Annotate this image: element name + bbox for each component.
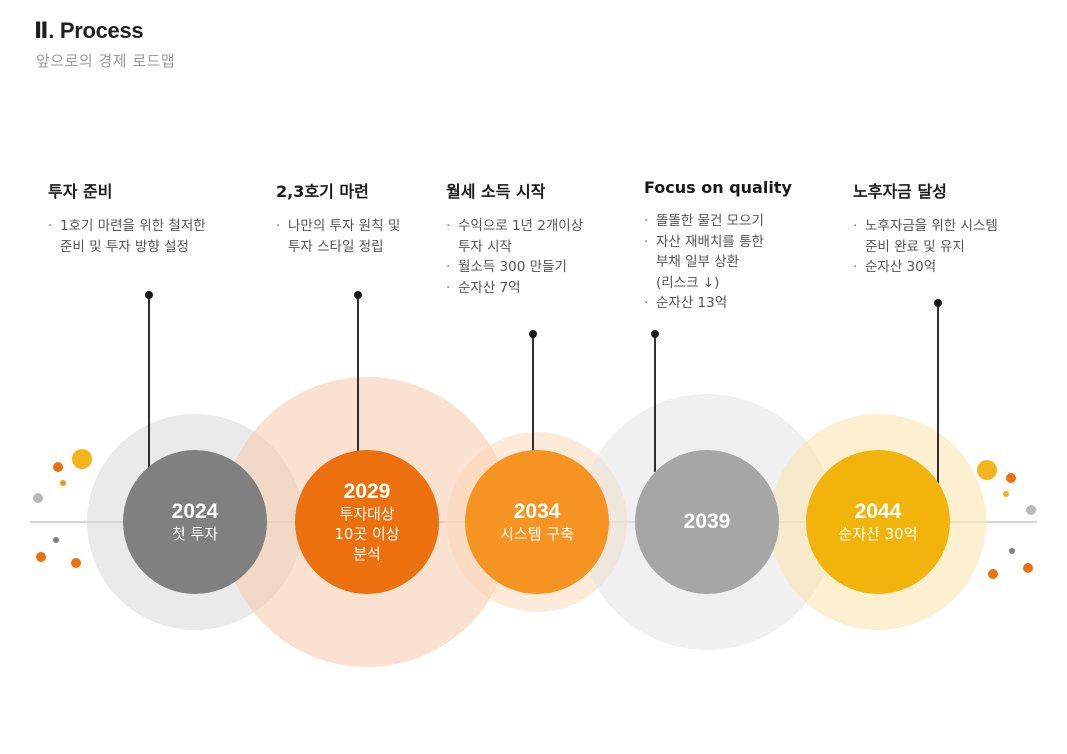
connector-dot-2039 (651, 330, 659, 338)
bullet-item: 투자 시작 (458, 238, 512, 255)
connector-dot-2024 (145, 291, 153, 299)
milestone-circle-2044 (806, 450, 950, 594)
decor-dot (1026, 505, 1036, 515)
stage-block-2044: 노후자금 달성 노후자금을 위한 시스템 준비 완료 및 유지 순자산 30억 (853, 178, 1063, 278)
stage-block-2024: 투자 준비 1호기 마련을 위한 철저한 준비 및 투자 방향 설정 (48, 178, 258, 257)
stage-bullets: 나만의 투자 원칙 및 투자 스타일 정립 (276, 216, 486, 257)
bullet-item: 준비 및 투자 방향 설정 (60, 238, 189, 255)
bullet-item: 투자 스타일 정립 (288, 238, 384, 255)
stage-title: Focus on quality (644, 178, 792, 197)
decor-dot (53, 462, 63, 472)
decor-dot (71, 558, 81, 568)
connector-dot-2044 (934, 299, 942, 307)
milestone-desc: 순자산 30억 (838, 525, 918, 543)
bullet-item: 똘똘한 물건 모으기 (644, 211, 854, 232)
decor-dot (1006, 473, 1016, 483)
milestone-label-2039: 2039 (635, 450, 779, 594)
milestone-desc: 시스템 구축 (500, 525, 574, 543)
bullet-item: 1호기 마련을 위한 철저한 (48, 216, 258, 237)
bullet-item: 나만의 투자 원칙 및 (276, 216, 486, 237)
decor-dot (988, 569, 998, 579)
stage-title: 월세 소득 시작 (446, 182, 546, 201)
milestone-year: 2034 (513, 500, 561, 523)
milestone-label-2029: 2029 투자대상 10곳 이상 분석 (295, 450, 439, 594)
page-title: Ⅱ. Process (34, 18, 144, 43)
decor-dot (36, 552, 46, 562)
milestone-year: 2029 (343, 480, 391, 503)
stage-block-2039: Focus on quality 똘똘한 물건 모으기 자산 재배치를 통한 부… (644, 178, 854, 314)
milestone-desc: 투자대상 (339, 505, 395, 523)
connector-dot-2029 (354, 291, 362, 299)
milestone-circle-2029 (295, 450, 439, 594)
milestone-year: 2024 (171, 500, 219, 523)
bullet-item: 자산 재배치를 통한 (644, 232, 854, 253)
decor-dot (33, 493, 43, 503)
milestone-year: 2039 (683, 510, 731, 533)
bullet-item: 노후자금을 위한 시스템 (853, 216, 1063, 237)
decor-dot (72, 449, 92, 469)
milestone-desc: 첫 투자 (171, 525, 219, 543)
page-subtitle: 앞으로의 경제 로드맵 (36, 52, 176, 70)
stage-bullets: 노후자금을 위한 시스템 준비 완료 및 유지 순자산 30억 (853, 216, 1063, 278)
bullet-item: 순자산 13억 (644, 293, 854, 314)
stage-title: 2,3호기 마련 (276, 182, 369, 201)
milestone-desc: 분석 (353, 545, 381, 563)
stage-bullets: 똘똘한 물건 모으기 자산 재배치를 통한 부채 일부 상환 (리스크 ↓) 순… (644, 211, 854, 314)
bullet-item: 부채 일부 상환 (656, 254, 740, 270)
bullet-item: 순자산 30억 (853, 257, 1063, 278)
bullet-item: 수익으로 1년 2개이상 (446, 216, 656, 237)
bullet-item: 준비 완료 및 유지 (865, 238, 965, 255)
decor-dot (53, 537, 59, 543)
stage-title: 노후자금 달성 (853, 182, 947, 201)
stage-bullets: 수익으로 1년 2개이상 투자 시작 월소득 300 만들기 순자산 7억 (446, 216, 656, 298)
stage-title: 투자 준비 (48, 182, 113, 201)
milestone-label-2034: 2034 시스템 구축 (465, 450, 609, 594)
decor-dot (1023, 563, 1033, 573)
milestone-circle-2039 (635, 450, 779, 594)
decor-dot (60, 480, 66, 486)
bullet-item: 월소득 300 만들기 (446, 257, 656, 278)
connector-dot-2034 (529, 330, 537, 338)
milestone-label-2044: 2044 순자산 30억 (806, 450, 950, 594)
decor-dot (977, 460, 997, 480)
milestone-label-2024: 2024 첫 투자 (123, 450, 267, 594)
milestone-circle-2034 (465, 450, 609, 594)
milestone-year: 2044 (854, 500, 902, 523)
milestone-circle-2024 (123, 450, 267, 594)
bullet-item: 순자산 7억 (446, 278, 656, 299)
stage-block-2034: 월세 소득 시작 수익으로 1년 2개이상 투자 시작 월소득 300 만들기 … (446, 178, 656, 298)
decor-dot (1003, 491, 1009, 497)
stage-bullets: 1호기 마련을 위한 철저한 준비 및 투자 방향 설정 (48, 216, 258, 257)
milestone-desc: 10곳 이상 (334, 525, 400, 543)
bullet-item: (리스크 ↓) (656, 274, 720, 291)
decor-dot (1009, 548, 1015, 554)
stage-block-2029: 2,3호기 마련 나만의 투자 원칙 및 투자 스타일 정립 (276, 178, 486, 257)
